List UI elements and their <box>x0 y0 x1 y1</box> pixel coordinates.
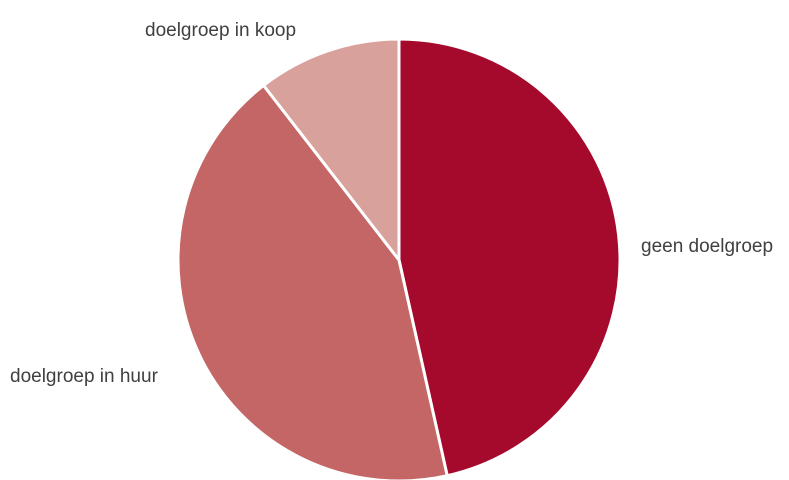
pie-slice-doelgroep-in-koop <box>262 37 401 262</box>
slice-label-geen-doelgroep: geen doelgroep <box>641 236 773 257</box>
slice-label-doelgroep-in-koop: doelgroep in koop <box>145 20 296 41</box>
pie-labels: geen doelgroep doelgroep in huur doelgroep… <box>10 20 773 387</box>
pie-slices <box>176 37 622 480</box>
pie-slice-doelgroep-in-huur <box>176 83 449 480</box>
pie-slice-geen-doelgroep <box>397 37 622 478</box>
slice-label-doelgroep-in-huur: doelgroep in huur <box>10 366 159 387</box>
